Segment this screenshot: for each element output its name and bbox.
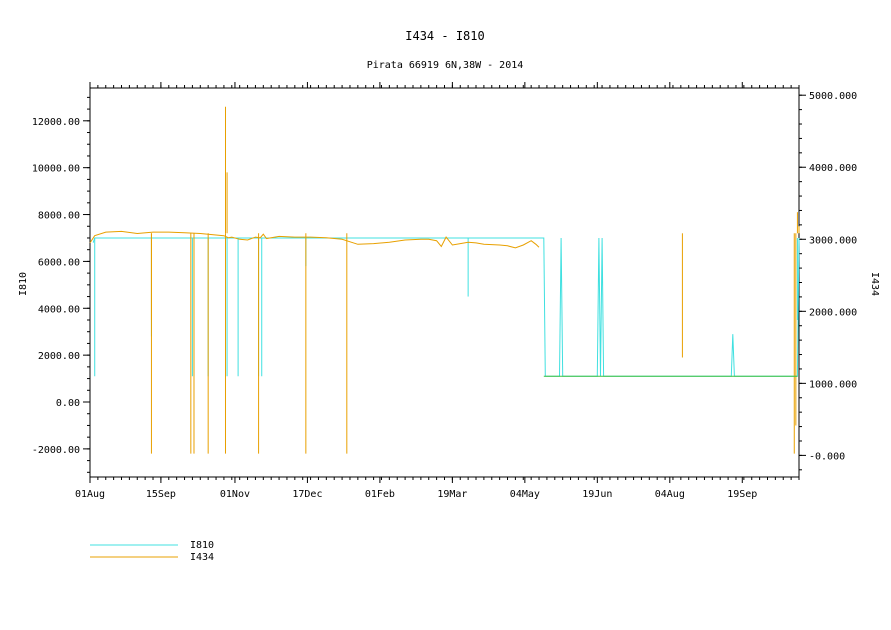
y-right-axis-title: I434: [869, 272, 880, 296]
x-tick-label: 19Jun: [582, 489, 612, 500]
x-tick-label: 01Nov: [220, 489, 250, 500]
y-left-tick-label: 8000.00: [38, 211, 80, 222]
y-right-tick-label: 2000.000: [809, 307, 857, 318]
legend-label-i434: I434: [190, 552, 214, 563]
x-tick-label: 01Feb: [365, 489, 395, 500]
chart-title: I434 - I810: [405, 29, 484, 43]
series-line-i434: [89, 230, 540, 249]
x-tick-label: 19Mar: [437, 489, 467, 500]
chart-subtitle: Pirata 66919 6N,38W - 2014: [367, 60, 524, 71]
y-left-tick-label: -2000.00: [32, 445, 80, 456]
y-left-tick-label: 4000.00: [38, 304, 80, 315]
y-right-tick-label: 4000.000: [809, 163, 857, 174]
y-left-tick-label: 10000.00: [32, 164, 80, 175]
y-right-axis-labels: 5000.000 4000.000 3000.000 2000.000 1000.000…: [809, 91, 857, 462]
series-layer: [89, 106, 800, 454]
x-tick-label: 04May: [510, 489, 540, 500]
y-right-tick-label: 1000.000: [809, 379, 857, 390]
legend-label-i810: I810: [190, 540, 214, 551]
x-tick-label: 04Aug: [655, 489, 685, 500]
y-left-tick-label: 6000.00: [38, 257, 80, 268]
y-left-axis-title: I810: [18, 272, 29, 296]
y-right-tick-label: 5000.000: [809, 91, 857, 102]
y-right-tick-label: 3000.000: [809, 235, 857, 246]
y-left-tick-label: 12000.00: [32, 117, 80, 128]
axis-ticks: [83, 82, 806, 483]
plot-frame: [89, 87, 800, 478]
y-left-tick-label: 0.00: [56, 398, 80, 409]
x-tick-label: 15Sep: [146, 489, 176, 500]
x-tick-label: 01Aug: [75, 489, 105, 500]
y-left-axis-labels: 12000.00 10000.00 8000.00 6000.00 4000.00 200…: [32, 117, 80, 456]
x-tick-label: 17Dec: [292, 489, 322, 500]
x-tick-label: 19Sep: [727, 489, 757, 500]
y-right-tick-label: -0.000: [809, 451, 845, 462]
x-axis-labels: 01Aug 15Sep 01Nov 17Dec 01Feb 19Mar 04May 19Jun…: [75, 489, 757, 500]
series-line-i810: [92, 237, 800, 377]
legend: I810 I434: [90, 540, 214, 563]
y-left-tick-label: 2000.00: [38, 351, 80, 362]
